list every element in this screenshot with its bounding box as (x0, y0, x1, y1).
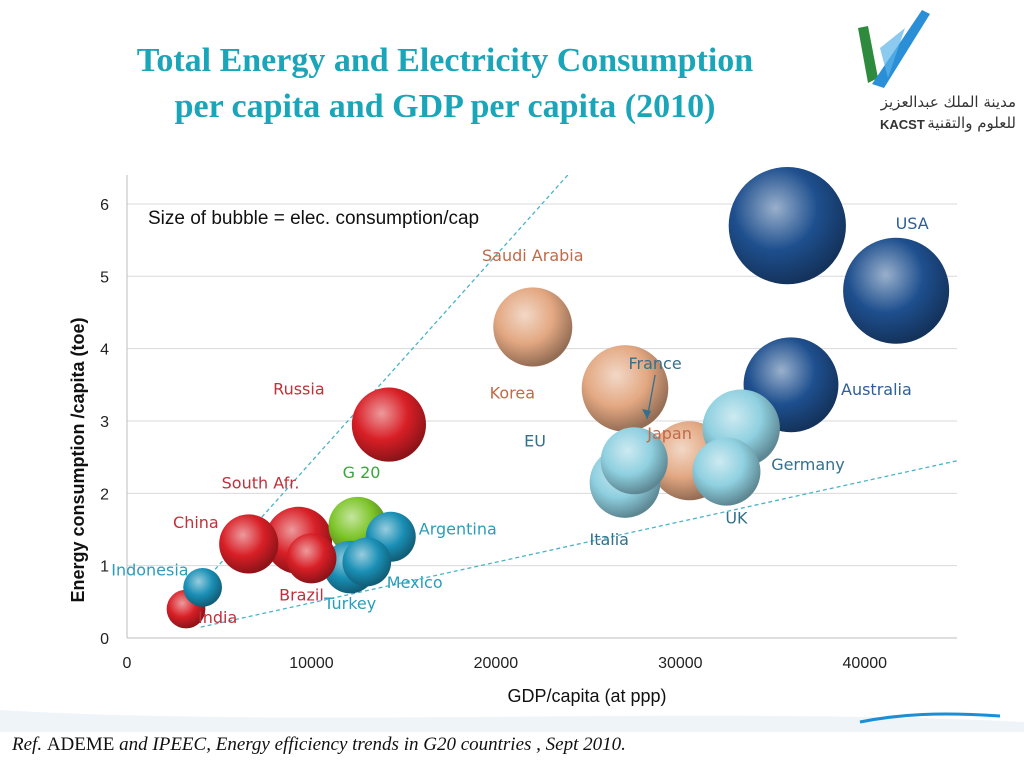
label-mexico: Mexico (387, 573, 443, 592)
bubble-mexico (342, 537, 392, 587)
y-tick-label: 4 (100, 342, 109, 359)
x-tick-label: 20000 (474, 655, 519, 672)
label-russia: Russia (273, 380, 324, 399)
y-tick-label: 6 (100, 197, 109, 214)
label-india: India (198, 608, 237, 627)
tick-labels: 0 1 2 3 4 5 6 0 10000 20000 30000 40000 (100, 197, 887, 672)
kacst-logo: مدينة الملك عبدالعزيز KACST للعلوم والتق… (850, 8, 1022, 143)
bottom-decoration (0, 710, 1024, 732)
y-tick-label: 2 (100, 486, 109, 503)
chart-annotation: Size of bubble = elec. consumption/cap (148, 208, 479, 229)
y-tick-label: 1 (100, 559, 109, 576)
kacst-logo-icon (858, 10, 930, 88)
axes (126, 175, 957, 639)
logo-latin-text: KACST (880, 117, 925, 132)
bubble-saudi-arabia (493, 287, 573, 367)
bubble-uk (692, 437, 761, 506)
label-australia: Australia (841, 380, 912, 399)
logo-arabic-line-2: للعلوم والتقنية (927, 114, 1016, 132)
label-china: China (173, 513, 219, 532)
france-arrow-head (642, 408, 652, 419)
label-france: France (628, 354, 681, 373)
label-g-20: G 20 (343, 463, 381, 482)
bubble-china (219, 514, 279, 574)
bubble-chart: 0 1 2 3 4 5 6 0 10000 20000 30000 40000 India Indone… (52, 160, 972, 712)
bubble-chart-svg: 0 1 2 3 4 5 6 0 10000 20000 30000 40000 India Indone… (68, 160, 957, 706)
bubble-usa (843, 237, 950, 344)
x-tick-label: 10000 (289, 655, 334, 672)
label-canada: Canada (666, 160, 727, 164)
x-axis-label: GDP/capita (at ppp) (507, 686, 666, 706)
bubbles (166, 167, 950, 629)
label-brazil: Brazil (279, 585, 324, 604)
label-uk: UK (725, 509, 748, 528)
reference-rest: and IPEEC, Energy efficiency trends in G… (114, 734, 626, 755)
bubble-indonesia (183, 567, 222, 607)
label-germany: Germany (771, 455, 845, 474)
y-tick-label: 5 (100, 269, 109, 286)
y-tick-label: 0 (100, 631, 109, 648)
y-axis-label: Energy consumption /capita (toe) (68, 317, 88, 602)
france-pointer-arrow (642, 374, 656, 420)
label-saudi-arabia: Saudi Arabia (482, 246, 584, 265)
label-turkey: Turkey (323, 594, 376, 613)
bubble-russia (351, 387, 426, 462)
trend-line-2 (200, 460, 957, 628)
x-tick-label: 0 (123, 655, 132, 672)
label-argentina: Argentina (419, 520, 497, 539)
reference-brand: ADEME (46, 734, 115, 755)
label-south-afr: South Afr. (222, 473, 300, 492)
slide-title-line-1: Total Energy and Electricity Consumption (136, 42, 754, 79)
bubble-brazil (286, 533, 337, 584)
y-tick-label: 3 (100, 414, 109, 431)
slide-title: Total Energy and Electricity Consumption… (40, 38, 850, 130)
label-japan: Japan (646, 424, 692, 443)
bubble-canada (728, 167, 846, 285)
x-tick-label: 30000 (658, 655, 703, 672)
label-usa: USA (896, 214, 929, 233)
reference-prefix: Ref. (12, 734, 47, 755)
reference-note: Ref. ADEME and IPEEC, Energy efficiency … (12, 734, 626, 756)
label-eu: EU (524, 431, 546, 450)
label-italia: Italia (589, 530, 629, 549)
label-indonesia: Indonesia (111, 560, 188, 579)
slide-title-line-2: per capita and GDP per capita (2010) (174, 88, 716, 125)
bubble-labels: India Indonesia China Brazil South Afr. Russi… (111, 160, 928, 627)
label-korea: Korea (490, 383, 535, 402)
x-tick-label: 40000 (843, 655, 888, 672)
bubble-italia (600, 427, 668, 495)
logo-arabic-line-1: مدينة الملك عبدالعزيز (880, 93, 1016, 111)
